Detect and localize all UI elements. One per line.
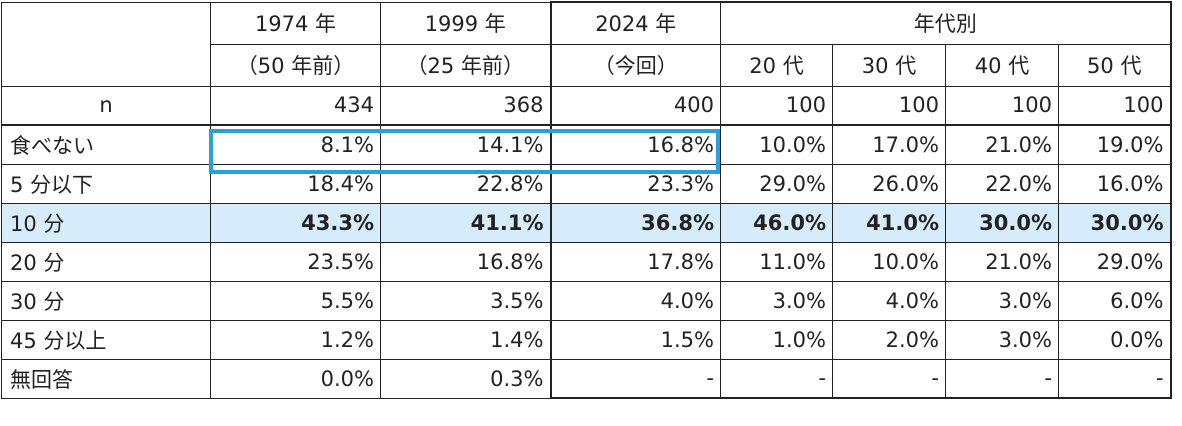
cell: 10.0% [720, 124, 833, 165]
header-by-age: 年代別 [720, 1, 1172, 45]
cell: 3.0% [945, 319, 1059, 360]
cell: 434 [210, 85, 381, 126]
cell: 100 [1058, 85, 1172, 126]
row-label: 20 分 [1, 241, 211, 282]
table-row: 食べない 8.1% 14.1% 16.8% 10.0% 17.0% 21.0% … [1, 124, 1172, 165]
cell: 23.3% [549, 163, 721, 204]
table-row: 20 分 23.5% 16.8% 17.8% 11.0% 10.0% 21.0%… [1, 241, 1172, 282]
cell: - [1058, 358, 1172, 399]
header-age-20: 20 代 [720, 43, 833, 87]
cell: 4.0% [549, 280, 721, 321]
cell: 1.5% [549, 319, 721, 360]
row-label: 10 分 [1, 202, 211, 243]
cell: 19.0% [1058, 124, 1172, 165]
cell: 22.0% [945, 163, 1059, 204]
header-1999: 1999 年 [380, 1, 551, 45]
cell: 4.0% [832, 280, 946, 321]
cell: 26.0% [832, 163, 946, 204]
header-age-50: 50 代 [1058, 43, 1172, 87]
cell: 14.1% [380, 124, 551, 165]
cell: - [945, 358, 1059, 399]
cell: 43.3% [210, 202, 381, 243]
cell: 23.5% [210, 241, 381, 282]
cell: 100 [945, 85, 1059, 126]
corner-cell [1, 1, 211, 87]
table-row: 45 分以上 1.2% 1.4% 1.5% 1.0% 2.0% 3.0% 0.0… [1, 319, 1172, 360]
table-row-highlighted: 10 分 43.3% 41.1% 36.8% 46.0% 41.0% 30.0%… [1, 202, 1172, 243]
table-row: n 434 368 400 100 100 100 100 [1, 85, 1172, 126]
cell: 10.0% [832, 241, 946, 282]
cell: 1.0% [720, 319, 833, 360]
cell: 100 [832, 85, 946, 126]
table-row: 30 分 5.5% 3.5% 4.0% 3.0% 4.0% 3.0% 6.0% [1, 280, 1172, 321]
cell: 21.0% [945, 124, 1059, 165]
row-label: 食べない [1, 124, 211, 165]
cell: 41.1% [380, 202, 551, 243]
cell: 18.4% [210, 163, 381, 204]
header-1974-sub: （50 年前） [210, 43, 381, 87]
cell: 8.1% [210, 124, 381, 165]
row-label: 30 分 [1, 280, 211, 321]
cell: 16.8% [549, 124, 721, 165]
cell: - [720, 358, 833, 399]
data-table: 1974 年 1999 年 2024 年 年代別 （50 年前） （25 年前）… [1, 1, 1172, 399]
row-label: 45 分以上 [1, 319, 211, 360]
row-label: 5 分以下 [1, 163, 211, 204]
cell: 100 [720, 85, 833, 126]
cell: 16.8% [380, 241, 551, 282]
cell: 1.2% [210, 319, 381, 360]
cell: 0.0% [1058, 319, 1172, 360]
header-1999-sub: （25 年前） [380, 43, 551, 87]
header-2024-sub: （今回） [549, 43, 721, 87]
cell: 36.8% [549, 202, 721, 243]
cell: 29.0% [1058, 241, 1172, 282]
cell: 41.0% [832, 202, 946, 243]
table-row: 無回答 0.0% 0.3% - - - - - [1, 358, 1172, 399]
cell: 30.0% [945, 202, 1059, 243]
cell: 3.5% [380, 280, 551, 321]
cell: - [549, 358, 721, 399]
cell: 16.0% [1058, 163, 1172, 204]
header-age-30: 30 代 [832, 43, 946, 87]
cell: 6.0% [1058, 280, 1172, 321]
cell: 46.0% [720, 202, 833, 243]
cell: - [832, 358, 946, 399]
cell: 368 [380, 85, 551, 126]
cell: 17.0% [832, 124, 946, 165]
cell: 30.0% [1058, 202, 1172, 243]
table-row: 5 分以下 18.4% 22.8% 23.3% 29.0% 26.0% 22.0… [1, 163, 1172, 204]
cell: 0.3% [380, 358, 551, 399]
header-2024: 2024 年 [549, 1, 721, 45]
row-label: 無回答 [1, 358, 211, 399]
cell: 3.0% [945, 280, 1059, 321]
header-1974: 1974 年 [210, 1, 381, 45]
cell: 3.0% [720, 280, 833, 321]
cell: 5.5% [210, 280, 381, 321]
cell: 17.8% [549, 241, 721, 282]
header-age-40: 40 代 [945, 43, 1059, 87]
cell: 29.0% [720, 163, 833, 204]
cell: 0.0% [210, 358, 381, 399]
cell: 2.0% [832, 319, 946, 360]
cell: 11.0% [720, 241, 833, 282]
row-label: n [1, 85, 211, 126]
cell: 400 [549, 85, 721, 126]
cell: 22.8% [380, 163, 551, 204]
cell: 21.0% [945, 241, 1059, 282]
cell: 1.4% [380, 319, 551, 360]
